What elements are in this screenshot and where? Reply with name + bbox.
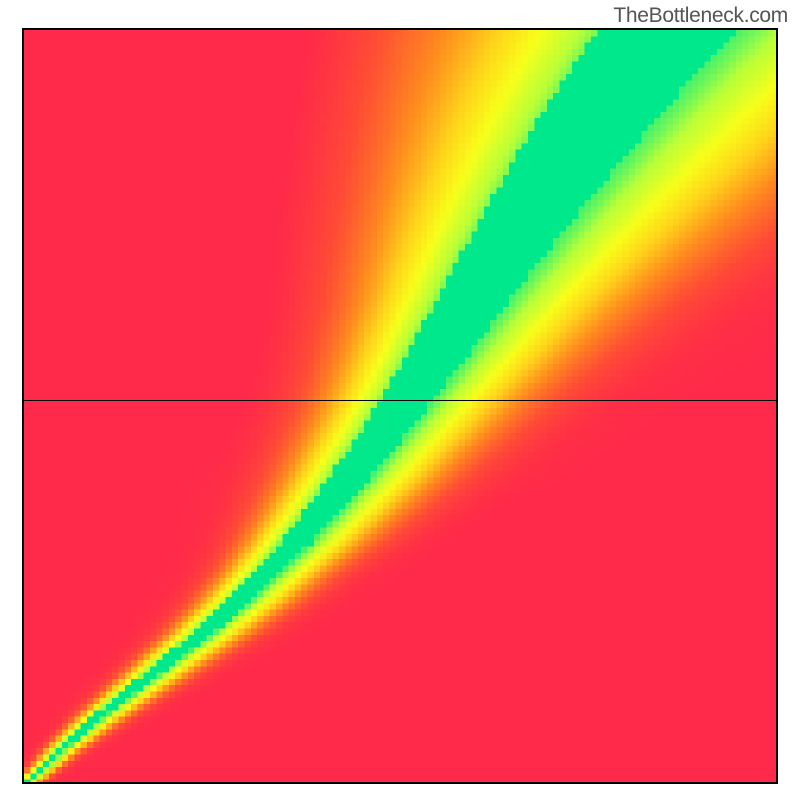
heatmap-canvas [24,30,778,784]
horizontal-marker-line [24,400,776,401]
horizontal-marker-end-dot [777,398,778,404]
chart-frame [22,28,778,784]
watermark-text: TheBottleneck.com [613,4,788,28]
